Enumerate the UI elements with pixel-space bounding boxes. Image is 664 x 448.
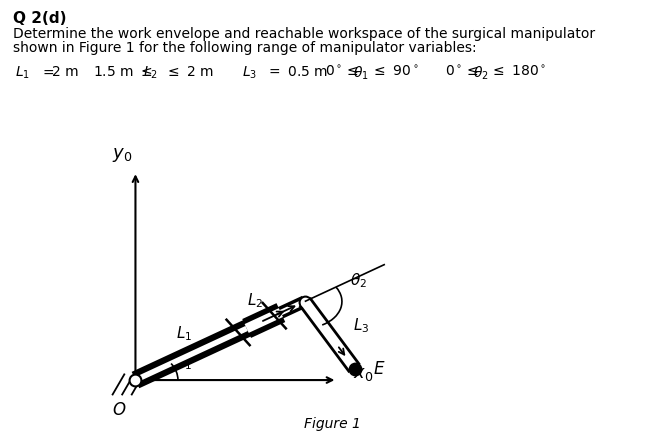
Text: $\mathit{\theta}_1$: $\mathit{\theta}_1$	[353, 65, 369, 82]
Text: $\theta_2$: $\theta_2$	[350, 271, 367, 290]
Text: $\mathit{L}_1$: $\mathit{L}_1$	[15, 65, 30, 81]
Text: 0$^\circ \leq$: 0$^\circ \leq$	[445, 65, 479, 79]
Text: 0$^\circ \leq$: 0$^\circ \leq$	[325, 65, 359, 79]
Text: $x_0$: $x_0$	[353, 366, 374, 383]
Text: $=$ 0.5 m: $=$ 0.5 m	[266, 65, 328, 78]
Text: shown in Figure 1 for the following range of manipulator variables:: shown in Figure 1 for the following rang…	[13, 41, 477, 55]
Text: $E$: $E$	[373, 360, 386, 378]
Text: Figure 1: Figure 1	[303, 417, 361, 431]
Text: $=$: $=$	[40, 65, 54, 78]
Text: $\theta_1$: $\theta_1$	[175, 354, 193, 372]
Text: Q 2(d): Q 2(d)	[13, 11, 67, 26]
Text: $\leq$ 2 m: $\leq$ 2 m	[165, 65, 214, 78]
Text: $L_1$: $L_1$	[177, 324, 193, 343]
Text: $\leq$ 90$^\circ$: $\leq$ 90$^\circ$	[371, 65, 418, 79]
Text: $\mathit{L}_3$: $\mathit{L}_3$	[242, 65, 258, 81]
Text: $\leq$ 180$^\circ$: $\leq$ 180$^\circ$	[490, 65, 546, 79]
Text: 2 m: 2 m	[52, 65, 78, 78]
Text: 1.5 m $\leq$: 1.5 m $\leq$	[93, 65, 152, 78]
Text: $y_0$: $y_0$	[112, 146, 132, 164]
Text: $L_3$: $L_3$	[353, 317, 369, 336]
Text: $\mathit{\theta}_2$: $\mathit{\theta}_2$	[473, 65, 489, 82]
Text: $\mathit{L}_2$: $\mathit{L}_2$	[143, 65, 158, 81]
Text: Determine the work envelope and reachable workspace of the surgical manipulator: Determine the work envelope and reachabl…	[13, 27, 596, 41]
Text: $L_2$: $L_2$	[247, 292, 263, 310]
Text: $O$: $O$	[112, 401, 127, 419]
